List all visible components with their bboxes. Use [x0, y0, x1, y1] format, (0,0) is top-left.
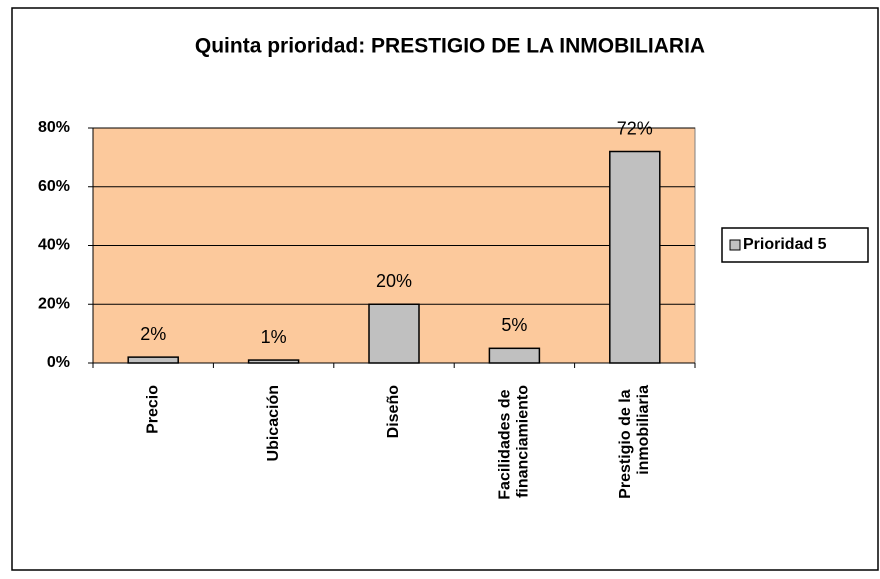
x-tick-label: Diseño — [385, 385, 402, 439]
bar — [488, 347, 541, 364]
x-tick-label: Precio — [144, 385, 161, 434]
bar — [609, 150, 661, 364]
y-tick-label: 40% — [38, 237, 70, 254]
x-tick-label: Facilidades de financiamiento — [497, 385, 532, 500]
y-tick-label: 80% — [38, 119, 70, 136]
y-tick-label: 60% — [38, 178, 70, 195]
data-label: 5% — [501, 315, 527, 335]
bar — [368, 303, 420, 364]
x-tick-label: Ubicación — [265, 385, 282, 461]
legend-label: Prioridad 5 — [743, 236, 827, 253]
x-tick-label-line: inmobiliaria — [635, 385, 652, 475]
data-label: 2% — [140, 324, 166, 344]
y-tick-label: 20% — [38, 295, 70, 312]
legend-box — [721, 227, 869, 263]
data-label: 20% — [376, 271, 412, 291]
x-tick-label: Prestigio de la inmobiliaria — [617, 385, 652, 499]
data-label: 72% — [617, 118, 653, 138]
y-tick-label: 0% — [47, 354, 70, 371]
data-label: 1% — [261, 327, 287, 347]
x-tick-label-line: Prestigio de la — [617, 385, 634, 499]
bar — [247, 359, 300, 364]
x-tick-label-line: financiamiento — [515, 385, 532, 498]
legend-swatch — [729, 239, 741, 251]
bar — [127, 356, 179, 364]
x-tick-label-line: Facilidades de — [497, 385, 514, 500]
chart-title: Quinta prioridad: PRESTIGIO DE LA INMOBI… — [195, 35, 705, 58]
